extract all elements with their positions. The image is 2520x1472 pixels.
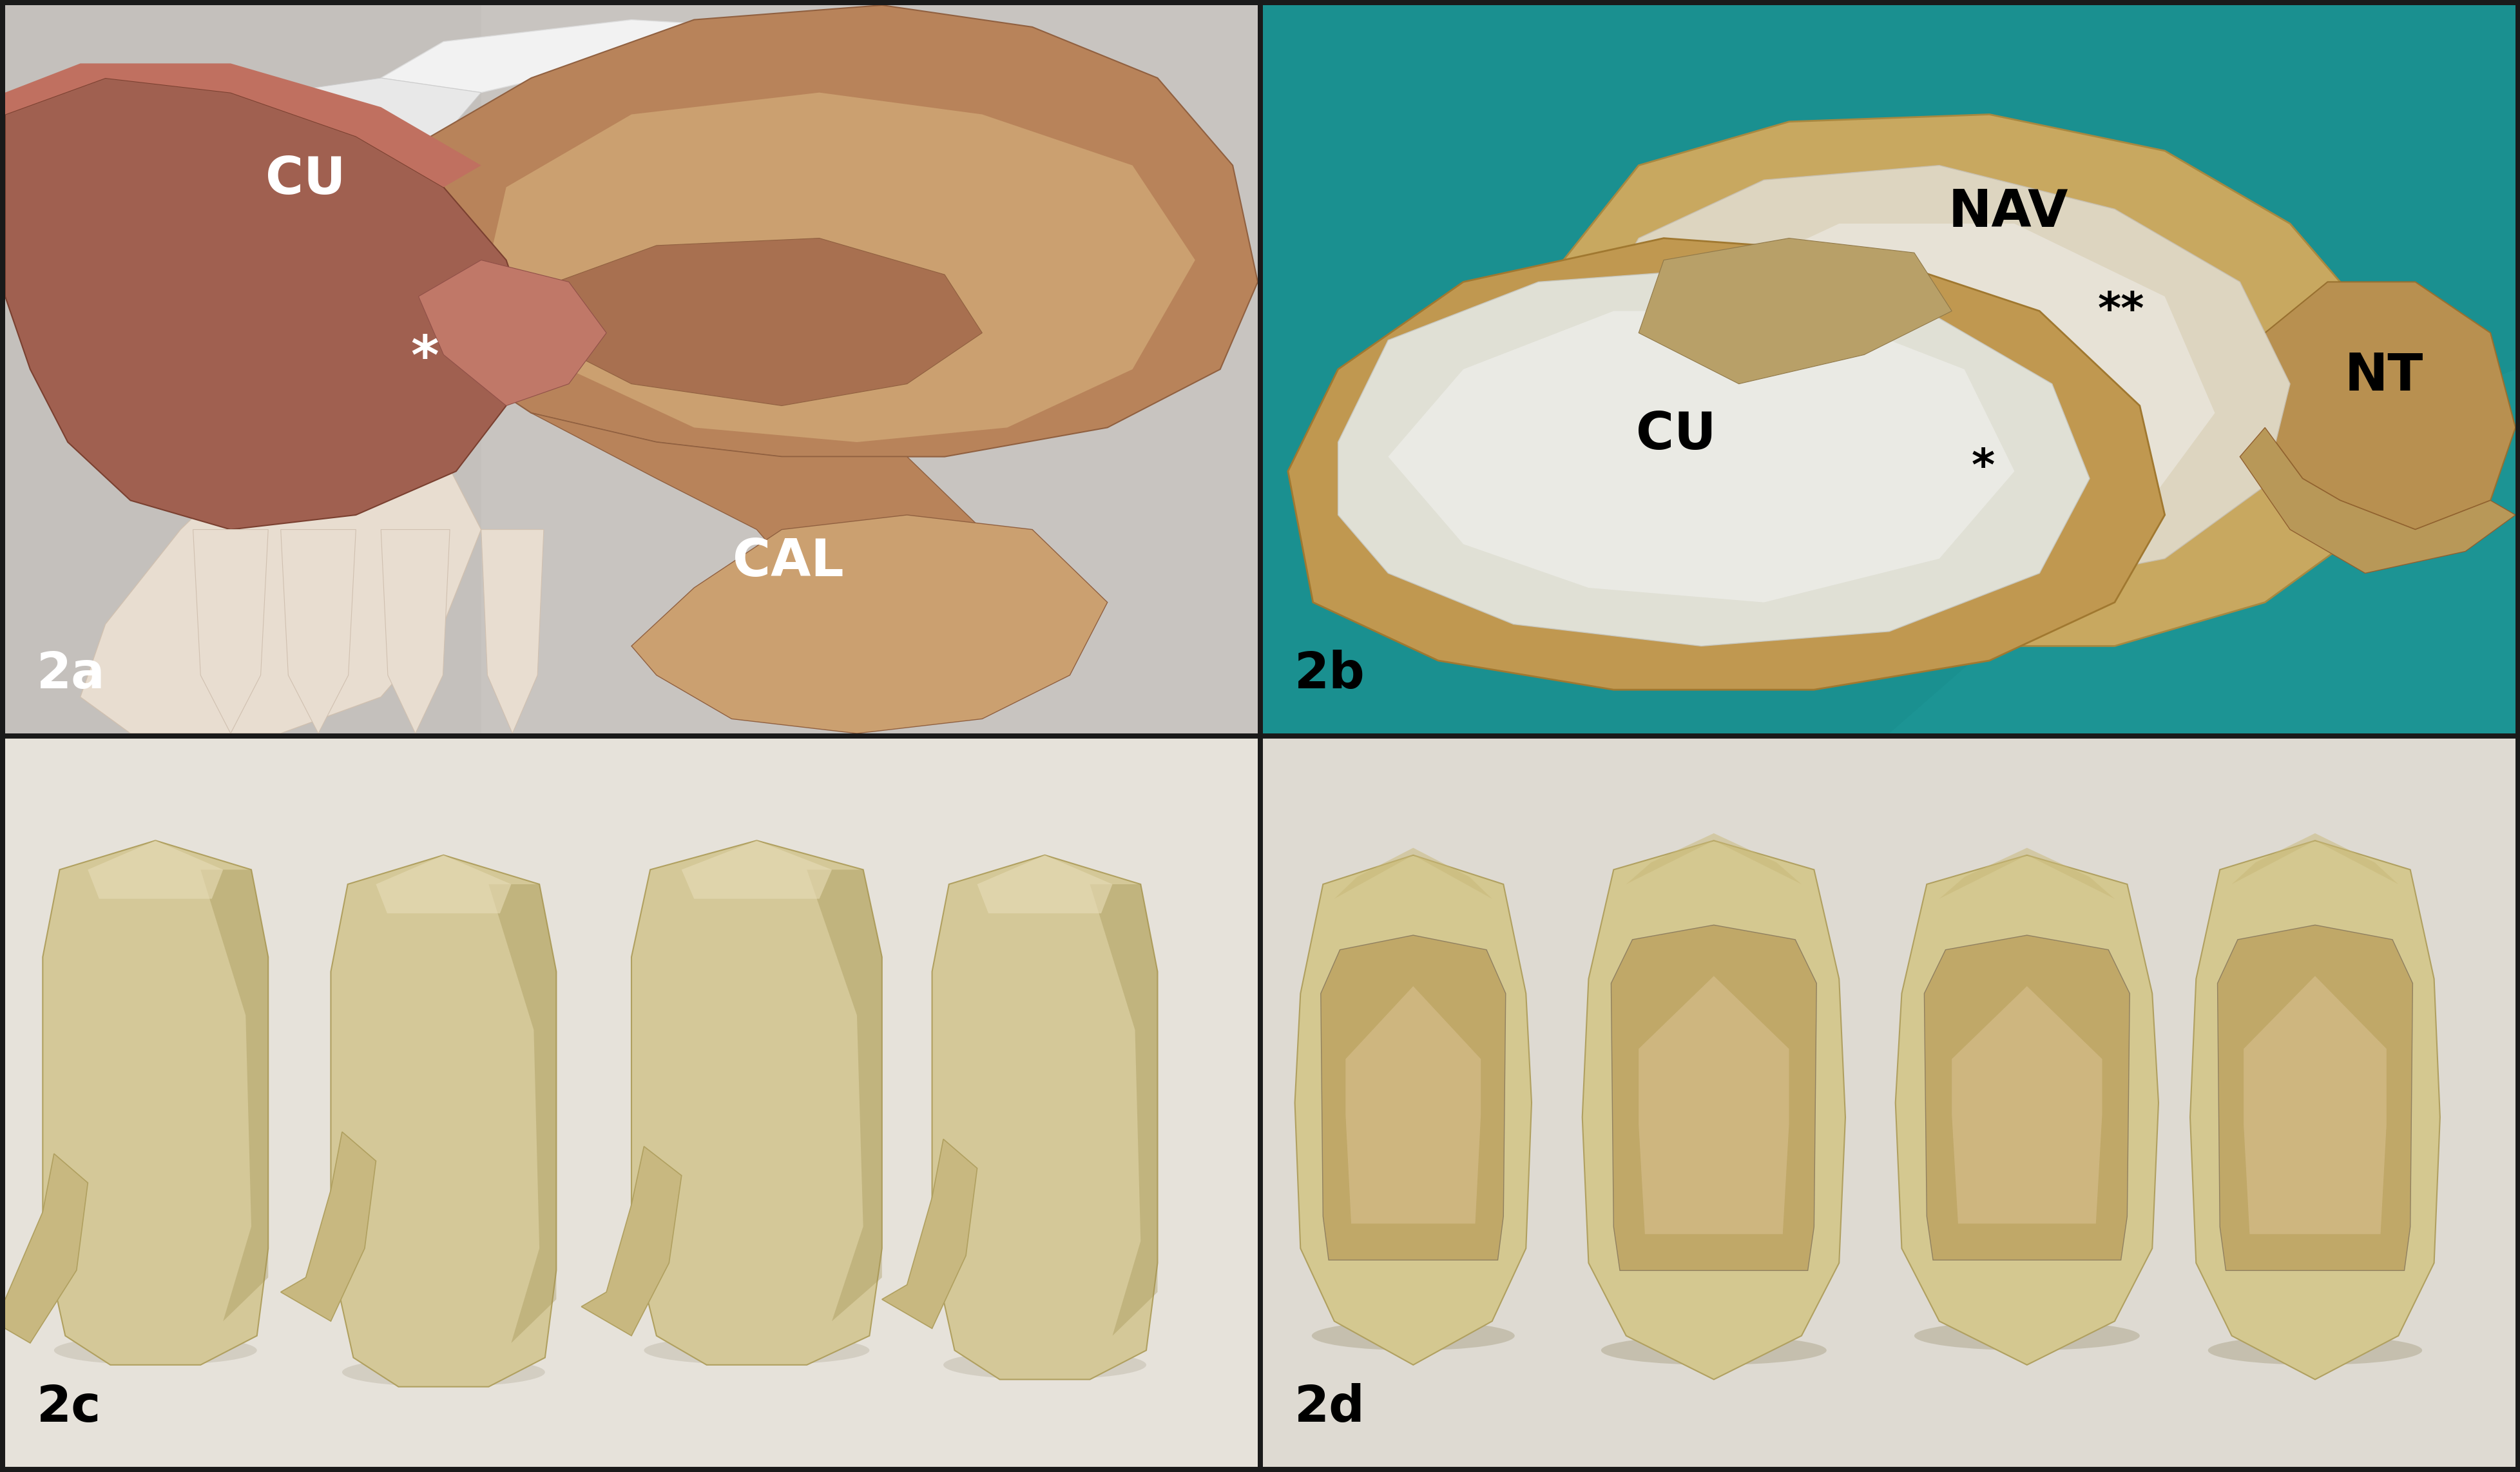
Polygon shape xyxy=(932,855,1157,1379)
Polygon shape xyxy=(1887,369,2515,733)
Ellipse shape xyxy=(1310,1322,1515,1350)
Polygon shape xyxy=(375,855,512,913)
Polygon shape xyxy=(381,530,449,733)
Polygon shape xyxy=(1588,165,2291,587)
Polygon shape xyxy=(2240,427,2515,573)
Polygon shape xyxy=(2230,833,2397,885)
Polygon shape xyxy=(489,885,557,1342)
Polygon shape xyxy=(882,1139,978,1328)
Polygon shape xyxy=(1610,924,1817,1270)
Polygon shape xyxy=(43,841,267,1365)
Text: *: * xyxy=(1971,446,1993,489)
Polygon shape xyxy=(1950,986,2102,1223)
Polygon shape xyxy=(5,63,481,187)
Polygon shape xyxy=(1338,268,2089,646)
Polygon shape xyxy=(2190,841,2439,1379)
Ellipse shape xyxy=(1913,1322,2139,1350)
Text: CU: CU xyxy=(1635,409,1716,459)
Text: 2a: 2a xyxy=(35,649,106,699)
Polygon shape xyxy=(0,1154,88,1342)
Polygon shape xyxy=(978,855,1111,913)
Polygon shape xyxy=(2243,976,2386,1234)
Polygon shape xyxy=(418,261,607,406)
Polygon shape xyxy=(1263,739,2515,1466)
Polygon shape xyxy=(280,1132,375,1322)
Text: CAL: CAL xyxy=(733,537,844,587)
Polygon shape xyxy=(1895,855,2157,1365)
Polygon shape xyxy=(81,427,481,733)
Text: CU: CU xyxy=(265,155,345,205)
Polygon shape xyxy=(1263,6,2515,733)
Ellipse shape xyxy=(343,1357,544,1387)
Polygon shape xyxy=(2218,924,2412,1270)
Ellipse shape xyxy=(2208,1335,2422,1365)
Polygon shape xyxy=(1333,848,1492,899)
Polygon shape xyxy=(1938,848,2114,899)
Polygon shape xyxy=(1389,311,2013,602)
Polygon shape xyxy=(680,841,832,899)
Polygon shape xyxy=(1638,238,1950,384)
Ellipse shape xyxy=(1600,1335,1827,1365)
Polygon shape xyxy=(1537,115,2389,646)
Polygon shape xyxy=(1923,935,2129,1260)
Polygon shape xyxy=(1346,986,1479,1223)
Polygon shape xyxy=(229,78,481,150)
Polygon shape xyxy=(194,530,267,733)
Polygon shape xyxy=(2265,283,2515,530)
Polygon shape xyxy=(88,841,224,899)
Text: NAV: NAV xyxy=(1948,187,2069,238)
Polygon shape xyxy=(1583,841,1845,1379)
Ellipse shape xyxy=(942,1350,1147,1379)
Polygon shape xyxy=(280,530,355,733)
Text: NT: NT xyxy=(2344,352,2422,402)
Polygon shape xyxy=(1638,976,1789,1234)
Polygon shape xyxy=(582,1147,680,1335)
Polygon shape xyxy=(1625,833,1802,885)
Polygon shape xyxy=(1295,855,1532,1365)
Text: 2b: 2b xyxy=(1293,649,1366,699)
Polygon shape xyxy=(1089,885,1157,1335)
Polygon shape xyxy=(355,6,1257,456)
Ellipse shape xyxy=(53,1335,257,1365)
Polygon shape xyxy=(5,739,1257,1466)
Polygon shape xyxy=(5,78,532,530)
Polygon shape xyxy=(481,6,1257,733)
Polygon shape xyxy=(532,238,983,406)
Polygon shape xyxy=(633,515,1106,733)
Polygon shape xyxy=(532,414,1033,718)
Text: 2d: 2d xyxy=(1293,1382,1366,1432)
Polygon shape xyxy=(1320,935,1504,1260)
Ellipse shape xyxy=(643,1335,869,1365)
Polygon shape xyxy=(481,93,1194,442)
Polygon shape xyxy=(381,19,756,93)
Polygon shape xyxy=(481,530,544,733)
Polygon shape xyxy=(633,841,882,1365)
Polygon shape xyxy=(330,855,557,1387)
Polygon shape xyxy=(806,870,882,1322)
Polygon shape xyxy=(5,6,481,733)
Polygon shape xyxy=(1288,238,2165,690)
Polygon shape xyxy=(202,870,267,1322)
Text: *: * xyxy=(411,333,438,384)
Polygon shape xyxy=(1714,224,2215,545)
Text: 2c: 2c xyxy=(35,1382,101,1432)
Text: **: ** xyxy=(2097,290,2145,333)
